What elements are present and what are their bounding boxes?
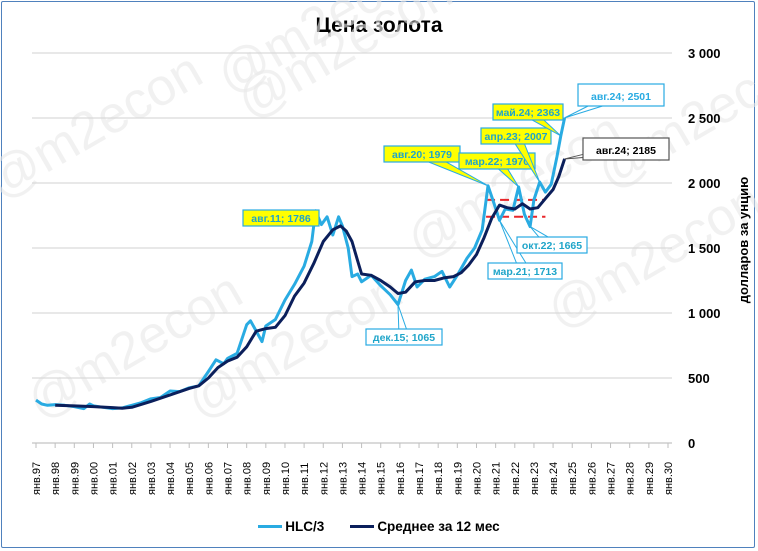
x-tick-label: янв.29	[644, 462, 656, 495]
annotation-callout: дек.15; 1065	[365, 304, 443, 346]
annotation-label: дек.15; 1065	[373, 332, 435, 344]
x-tick-label: янв.06	[203, 462, 215, 495]
annotation-label: май.24; 2363	[496, 107, 560, 119]
annotation-callout: мар.22; 1970	[458, 152, 536, 188]
x-tick-label: янв.97	[31, 462, 43, 495]
x-tick-label: янв.09	[261, 462, 273, 495]
x-tick-label: янв.19	[452, 462, 464, 495]
y-axis-ticks: 0 500 1 000 1 500 2 000 2 500 3 000	[688, 46, 721, 451]
x-tick-label: янв.05	[184, 462, 196, 495]
watermark-text: @m2econ	[0, 41, 212, 210]
x-tick-label: янв.14	[357, 462, 369, 495]
legend: HLC/3 Среднее за 12 мес	[0, 519, 758, 534]
x-tick-label: янв.17	[414, 462, 426, 495]
watermark-text: @m2econ	[587, 31, 758, 200]
x-tick-label: янв.02	[127, 462, 139, 495]
legend-swatch-hlc	[258, 525, 283, 528]
x-tick-label: янв.10	[280, 462, 292, 495]
annotation-label: авг.11; 1786	[251, 213, 311, 225]
annotation-box	[582, 137, 670, 161]
annotation-callout: авг.24; 2185	[564, 137, 670, 161]
annotation-callout: май.24; 2363	[492, 103, 564, 137]
x-tick-label: янв.24	[548, 462, 560, 495]
x-tick-label: янв.03	[146, 462, 158, 495]
annotation-callout: апр.23; 2007	[480, 127, 552, 183]
y-tick-label: 1 000	[688, 306, 721, 321]
x-tick-label: янв.20	[471, 462, 483, 495]
annotation-box	[577, 83, 665, 107]
legend-item-average[interactable]: Среднее за 12 мес	[350, 519, 500, 534]
x-tick-label: янв.01	[108, 462, 120, 495]
x-tick-label: янв.11	[299, 463, 311, 495]
watermarks: @m2econ @m2econ@m2econ@m2econ@m2econ@m2ec…	[0, 0, 758, 430]
x-tick-label: янв.13	[337, 462, 349, 495]
x-tick-label: янв.16	[395, 462, 407, 495]
annotation-box	[480, 127, 552, 145]
x-tick-label: янв.26	[586, 462, 598, 495]
annotation-label: мар.22; 1970	[465, 156, 529, 168]
x-tick-label: янв.22	[510, 462, 522, 495]
annotation-label: окт.22; 1665	[522, 240, 582, 252]
annotation-callout: авг.11; 1786	[242, 209, 320, 227]
annotation-label: авг.24; 2501	[591, 91, 651, 103]
x-tick-label: янв.23	[529, 462, 541, 495]
legend-label-hlc: HLC/3	[285, 519, 325, 534]
x-tick-label: янв.99	[69, 462, 81, 495]
annotation-box	[242, 209, 320, 227]
x-tick-label: янв.98	[50, 462, 62, 495]
y-tick-label: 2 000	[688, 176, 721, 191]
annotation-label: авг.24; 2185	[596, 145, 656, 157]
y-tick-label: 2 500	[688, 111, 721, 126]
annotation-label: апр.23; 2007	[485, 131, 548, 143]
annotation-callout: мар.21; 1713	[487, 220, 563, 280]
annotation-label: авг.20; 1979	[392, 149, 452, 161]
annotation-box	[516, 236, 588, 254]
y-tick-label: 500	[688, 371, 710, 386]
annotation-callout: авг.24; 2501	[564, 83, 665, 119]
annotation-callout: окт.22; 1665	[516, 226, 588, 254]
x-tick-label: янв.21	[491, 462, 503, 495]
annotation-box	[487, 262, 563, 280]
x-tick-label: янв.04	[165, 462, 177, 495]
x-axis: янв.97 янв.98 янв.99 янв.00 янв.01 янв.02 янв.…	[31, 442, 675, 495]
x-tick-label: янв.00	[88, 462, 100, 495]
series-lines	[35, 117, 567, 411]
annotation-label: мар.21; 1713	[493, 266, 557, 278]
y-tick-label: 1 500	[688, 241, 721, 256]
y-tick-label: 0	[688, 436, 695, 451]
series-hlc-line	[35, 117, 567, 411]
x-tick-label: янв.28	[625, 462, 637, 495]
legend-label-average: Среднее за 12 мес	[377, 519, 500, 534]
x-tick-label: янв.18	[433, 462, 445, 495]
x-tick-label: янв.25	[567, 462, 579, 495]
annotation-box	[458, 152, 536, 170]
x-tick-label: янв.12	[318, 462, 330, 495]
annotation-box	[365, 328, 443, 346]
x-tick-label: янв.30	[663, 462, 675, 495]
chart-title: Цена золота	[315, 14, 443, 37]
x-tick-label: янв.08	[242, 462, 254, 495]
series-average-line	[55, 158, 567, 410]
x-tick-label: янв.27	[606, 462, 618, 495]
annotations: авг.11; 1786 дек.15; 1065 авг.20; 1979 мар.…	[242, 83, 670, 346]
x-tick-label: янв.15	[376, 462, 388, 495]
watermark-text: @m2econ	[537, 171, 758, 340]
legend-item-hlc[interactable]: HLC/3	[258, 519, 324, 534]
annotation-box	[492, 103, 564, 121]
legend-swatch-average	[350, 525, 375, 528]
y-axis-label: долларов за унцию	[736, 177, 751, 303]
x-tick-label: янв.07	[223, 462, 235, 495]
y-tick-label: 3 000	[688, 46, 721, 61]
